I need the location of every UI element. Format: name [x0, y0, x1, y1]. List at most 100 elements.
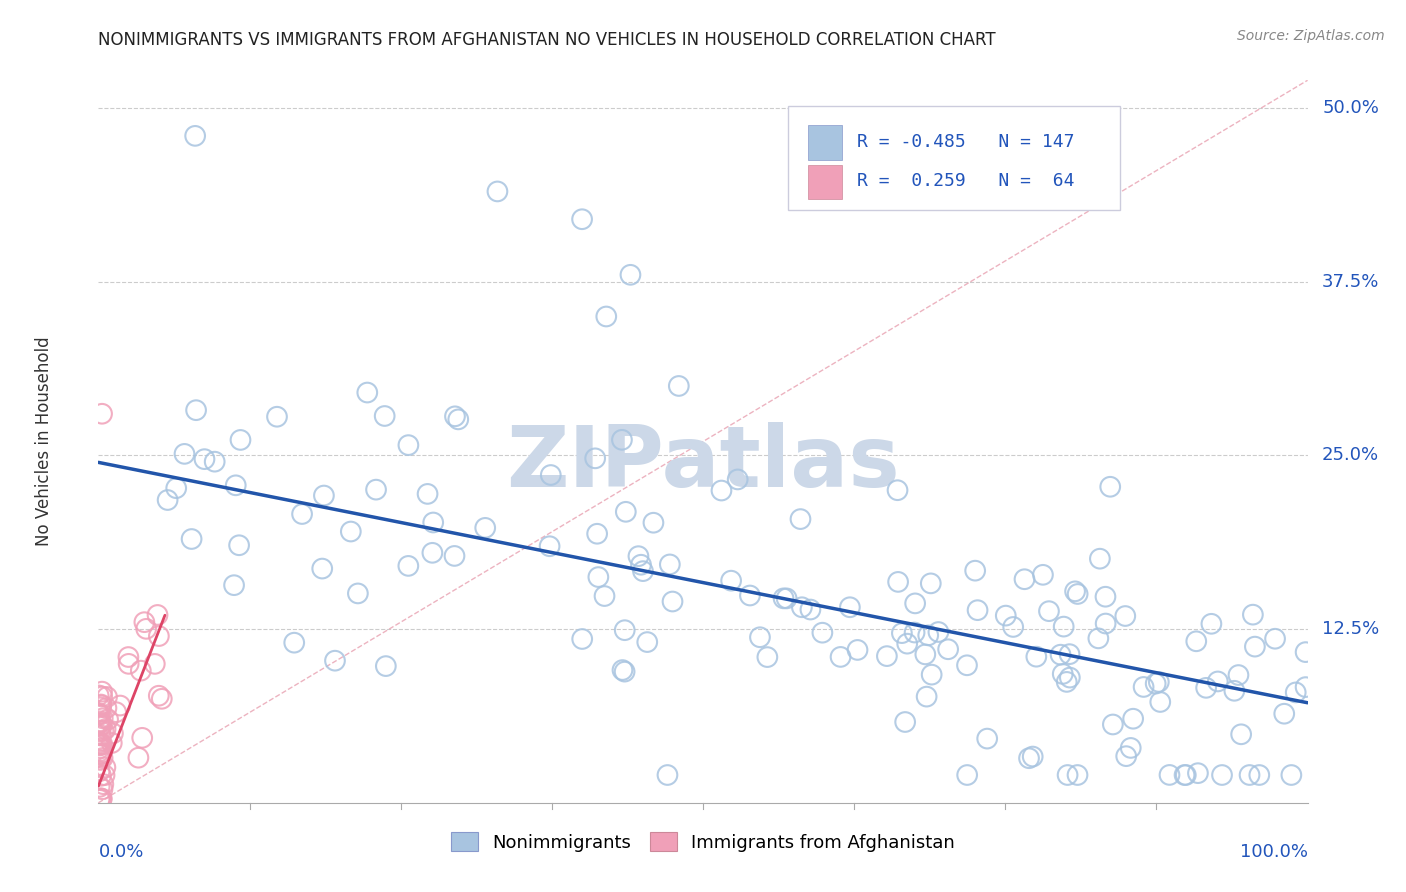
- Point: [1285, 685, 1308, 699]
- Point: [91, 751, 114, 765]
- Point: [789, 512, 811, 526]
- Point: [89, 714, 111, 729]
- Point: [312, 489, 335, 503]
- Point: [89, 753, 111, 767]
- Point: [283, 635, 305, 649]
- Point: [1174, 768, 1197, 782]
- Point: [1094, 590, 1116, 604]
- Text: Source: ZipAtlas.com: Source: ZipAtlas.com: [1237, 29, 1385, 43]
- Point: [89, 764, 111, 779]
- Point: [1115, 749, 1137, 764]
- Point: [1059, 671, 1081, 685]
- Point: [876, 649, 898, 664]
- Point: [612, 663, 634, 677]
- Point: [374, 659, 396, 673]
- Point: [90, 791, 112, 805]
- Point: [894, 714, 917, 729]
- Point: [890, 626, 912, 640]
- Point: [291, 507, 314, 521]
- Point: [165, 481, 187, 495]
- Point: [1025, 649, 1047, 664]
- Point: [311, 561, 333, 575]
- Point: [87, 707, 110, 722]
- Point: [936, 642, 959, 657]
- Point: [89, 700, 111, 714]
- Text: 37.5%: 37.5%: [1322, 273, 1379, 291]
- Point: [101, 736, 124, 750]
- Point: [90, 791, 112, 805]
- Point: [396, 558, 419, 573]
- Point: [323, 654, 346, 668]
- Point: [610, 433, 633, 447]
- Legend: Nonimmigrants, Immigrants from Afghanistan: Nonimmigrants, Immigrants from Afghanist…: [444, 825, 962, 859]
- Point: [627, 549, 650, 564]
- Point: [613, 623, 636, 637]
- Point: [1052, 667, 1074, 681]
- Point: [204, 455, 226, 469]
- Point: [90, 792, 112, 806]
- Point: [91, 684, 114, 698]
- Point: [1114, 609, 1136, 624]
- Point: [1144, 676, 1167, 690]
- Point: [1187, 766, 1209, 780]
- Point: [1227, 668, 1250, 682]
- Point: [896, 637, 918, 651]
- Point: [838, 600, 860, 615]
- Point: [90, 723, 112, 738]
- Point: [631, 564, 654, 578]
- Point: [614, 505, 637, 519]
- Point: [1032, 567, 1054, 582]
- Point: [89, 739, 111, 753]
- Point: [720, 574, 742, 588]
- Point: [1211, 768, 1233, 782]
- Point: [643, 516, 665, 530]
- Text: 25.0%: 25.0%: [1322, 446, 1379, 465]
- Point: [1102, 717, 1125, 731]
- Point: [903, 625, 925, 640]
- Point: [266, 409, 288, 424]
- Point: [790, 600, 813, 615]
- Point: [994, 608, 1017, 623]
- Point: [193, 452, 215, 467]
- Point: [595, 310, 617, 324]
- Point: [1056, 674, 1078, 689]
- Point: [87, 689, 110, 703]
- Point: [91, 782, 114, 797]
- Point: [927, 625, 949, 640]
- Point: [143, 657, 166, 671]
- Point: [225, 478, 247, 492]
- Point: [129, 664, 152, 678]
- Point: [1064, 584, 1087, 599]
- Point: [571, 212, 593, 227]
- Point: [1159, 768, 1181, 782]
- Point: [90, 737, 112, 751]
- Point: [87, 706, 110, 721]
- Point: [96, 690, 118, 704]
- Point: [444, 409, 467, 424]
- Point: [89, 716, 111, 731]
- Point: [976, 731, 998, 746]
- Point: [956, 658, 979, 673]
- Point: [1279, 768, 1302, 782]
- Point: [1014, 572, 1036, 586]
- Point: [90, 738, 112, 752]
- Point: [846, 643, 869, 657]
- Point: [91, 777, 114, 791]
- Point: [583, 451, 606, 466]
- Point: [131, 731, 153, 745]
- Point: [89, 780, 111, 794]
- Text: R = -0.485   N = 147: R = -0.485 N = 147: [856, 133, 1074, 151]
- Point: [661, 594, 683, 608]
- Point: [956, 768, 979, 782]
- Point: [91, 711, 114, 725]
- Point: [108, 698, 131, 713]
- Point: [90, 747, 112, 761]
- FancyBboxPatch shape: [808, 125, 842, 160]
- Point: [148, 629, 170, 643]
- Point: [571, 632, 593, 646]
- Point: [117, 650, 139, 665]
- Point: [89, 747, 111, 762]
- Point: [1185, 634, 1208, 648]
- Point: [486, 185, 509, 199]
- Point: [364, 483, 387, 497]
